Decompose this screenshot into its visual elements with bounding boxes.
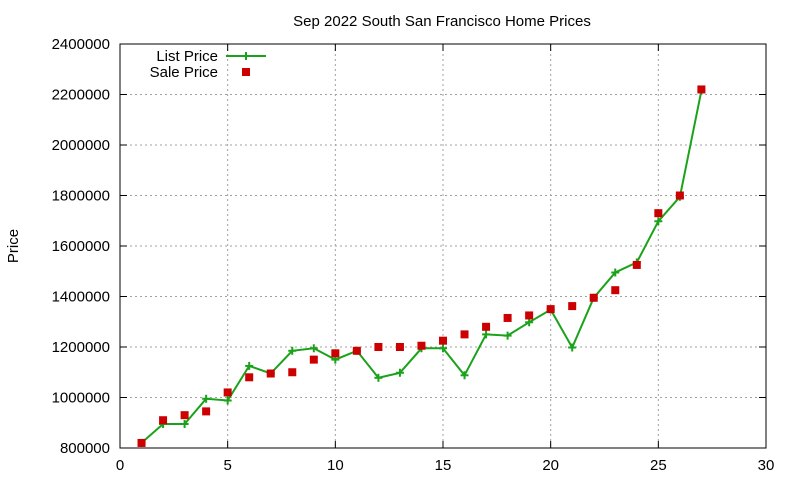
sale-price-point [611, 286, 620, 295]
x-tick-label: 0 [116, 457, 124, 474]
sale-price-point [697, 85, 706, 94]
sale-price-point [202, 407, 211, 416]
list-price-point [503, 331, 512, 340]
sale-price-point [137, 438, 146, 447]
x-tick-label: 10 [327, 457, 344, 474]
sale-price-point [352, 346, 361, 355]
y-tick-label: 1000000 [52, 390, 110, 407]
list-price-point [202, 394, 211, 403]
y-tick-label: 1200000 [52, 339, 110, 356]
legend-marker-square [242, 68, 250, 76]
sale-price-point [460, 330, 469, 339]
list-price-point [309, 344, 318, 353]
x-tick-label: 20 [542, 457, 559, 474]
list-price-point [245, 361, 254, 370]
sale-price-point [482, 322, 491, 331]
sale-price-point [525, 311, 534, 320]
y-tick-label: 1400000 [52, 289, 110, 306]
list-price-point [223, 396, 232, 405]
list-price-point [395, 368, 404, 377]
sale-price-point [288, 368, 297, 377]
y-tick-label: 800000 [60, 440, 110, 457]
series-layer [137, 85, 706, 447]
x-tick-label: 5 [223, 457, 231, 474]
sale-price-point [654, 209, 663, 218]
list-price-point [288, 346, 297, 355]
list-price-point [525, 318, 534, 327]
list-price-point [180, 420, 189, 429]
sale-price-point [675, 191, 684, 200]
series-list-price [137, 86, 706, 447]
legend-label: List Price [156, 48, 218, 65]
sale-price-point [309, 355, 318, 364]
axis-layer: 0 5 10 15 20 25 30 800000 1000000 1200000 1400000 1… [52, 36, 775, 474]
list-price-point [374, 373, 383, 382]
sale-price-point [266, 369, 275, 378]
sale-price-point [503, 313, 512, 322]
sale-price-point [331, 349, 340, 358]
legend-marker-plus [242, 52, 250, 60]
x-tick-label: 30 [758, 457, 775, 474]
y-tick-label: 1600000 [52, 238, 110, 255]
y-tick-label: 2400000 [52, 36, 110, 53]
x-tick-label: 15 [435, 457, 452, 474]
sale-price-point [439, 336, 447, 345]
sale-price-point [632, 260, 641, 269]
sale-price-point [374, 343, 383, 351]
grid-layer [120, 44, 766, 448]
sale-price-point [159, 416, 168, 425]
y-tick-label: 2000000 [52, 137, 110, 154]
sale-price-point [245, 373, 254, 382]
y-tick-label: 1800000 [52, 188, 110, 205]
sale-price-point [395, 343, 404, 351]
list-price-point [611, 268, 620, 277]
list-price-point [482, 330, 491, 339]
list-price-point [439, 344, 447, 353]
list-price-point [654, 217, 663, 226]
y-tick-label: 2200000 [52, 87, 110, 104]
sale-price-point [568, 302, 577, 311]
list-price-point [460, 371, 469, 380]
x-tick-label: 25 [650, 457, 667, 474]
legend-label: Sale Price [150, 64, 218, 81]
sale-price-point [180, 411, 189, 420]
sale-price-point [417, 341, 426, 350]
sale-price-point [223, 388, 232, 397]
chart-title: Sep 2022 South San Francisco Home Prices [293, 13, 591, 30]
sale-price-point [546, 305, 555, 314]
y-axis-label: Price [5, 229, 22, 263]
series-sale-price [137, 85, 706, 447]
list-price-point [568, 343, 577, 352]
sale-price-point [589, 293, 598, 302]
